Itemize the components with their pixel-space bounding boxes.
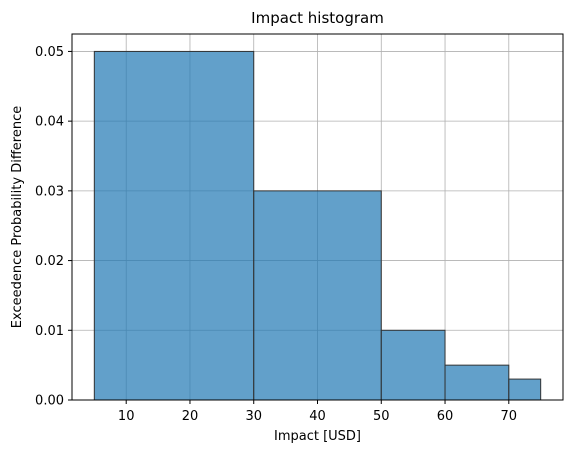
- x-tick-label: 60: [437, 409, 454, 424]
- chart-title: Impact histogram: [251, 9, 384, 27]
- y-tick-label: 0.05: [35, 45, 64, 60]
- y-tick-label: 0.04: [35, 115, 64, 130]
- y-tick-label: 0.02: [35, 254, 64, 269]
- histogram-bar-2: [253, 190, 382, 401]
- x-tick-label: 50: [373, 409, 390, 424]
- histogram-bar-1: [93, 50, 255, 401]
- x-axis-title: Impact [USD]: [274, 429, 361, 444]
- bars-layer: [93, 50, 542, 401]
- x-tick-label: 70: [501, 409, 518, 424]
- x-tick-label: 40: [309, 409, 326, 424]
- y-tick-label: 0.00: [35, 394, 64, 409]
- x-tick-label: 10: [118, 409, 135, 424]
- histogram-bar-5: [508, 378, 542, 401]
- ticks-layer: 10 20 30 40 50 60 70 0.00 0.01 0.02 0.03 0.04 0.05: [35, 45, 517, 424]
- y-axis-title: Exceedence Probability Difference: [10, 106, 25, 328]
- x-tick-label: 30: [245, 409, 262, 424]
- histogram-bar-3: [380, 329, 446, 401]
- y-tick-label: 0.01: [35, 324, 64, 339]
- x-tick-label: 20: [182, 409, 199, 424]
- y-tick-label: 0.03: [35, 184, 64, 199]
- histogram-bar-4: [444, 364, 510, 401]
